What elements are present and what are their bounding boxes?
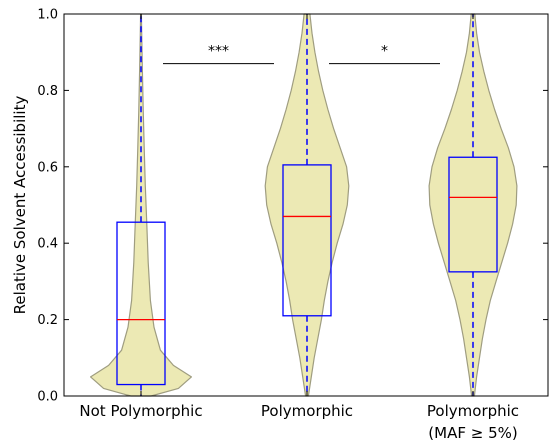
box-2 [448,156,498,273]
y-tick-label-5: 1.0 [37,8,58,23]
category-label-0-line-0: Not Polymorphic [79,402,202,420]
y-tick-label-3: 0.6 [37,160,58,175]
y-tick-label-2: 0.4 [37,237,58,252]
category-label-2-line-0: Polymorphic [427,402,519,420]
y-tick-label-1: 0.2 [37,313,58,328]
significance-label-1: * [381,44,388,60]
y-tick-label-0: 0.0 [37,390,58,405]
category-label-1-line-0: Polymorphic [261,402,353,420]
box-0 [116,221,166,386]
box-1 [282,164,332,317]
y-axis-label: Relative Solvent Accessibility [11,96,29,315]
significance-label-0: *** [208,44,229,60]
plot-frame [63,13,549,397]
y-tick-label-4: 0.8 [37,84,58,99]
category-label-2-line-1: (MAF ≥ 5%) [428,424,517,442]
